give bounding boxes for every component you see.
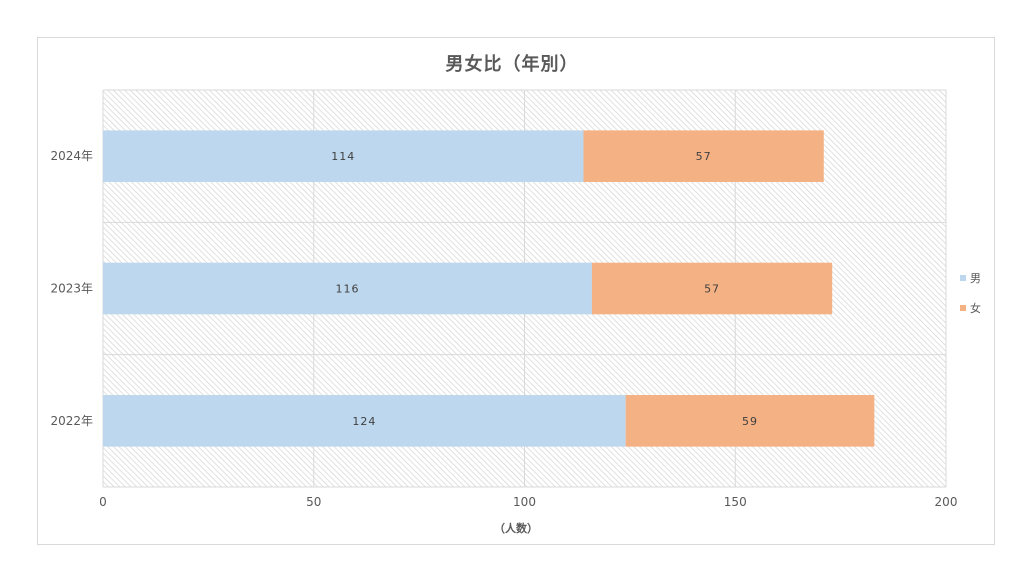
legend-label: 男 [970,272,981,285]
y-tick-label: 2024年 [50,149,93,163]
y-tick-label: 2023年 [50,282,93,296]
data-label: 114 [331,150,355,163]
y-axis-labels: 2022年 2023年 2024年 [50,149,93,428]
bar-女-2024年 [583,130,824,182]
bar-男-2022年 [103,395,626,447]
legend: 男女 [960,272,981,315]
bar-男-2024年 [103,130,584,182]
legend-swatch [960,305,966,311]
x-tick-label: 100 [513,495,536,509]
x-axis-labels: 0 50 100 150 200 [99,495,957,509]
y-tick-label: 2022年 [50,414,93,428]
data-label: 59 [742,415,758,428]
chart-title: 男女比（年別） [446,53,579,75]
x-tick-label: 0 [99,495,107,509]
x-tick-label: 150 [724,495,747,509]
x-tick-label: 200 [935,495,958,509]
bar-男-2023年 [103,262,592,315]
data-label: 57 [704,283,720,296]
data-labels: 124 59 116 57 114 57 [331,150,758,428]
legend-label: 女 [970,301,981,315]
bar-女-2023年 [591,262,833,315]
data-label: 116 [335,283,359,296]
x-axis-title: （人数） [494,521,538,535]
bars [103,130,875,447]
data-label: 124 [352,415,376,428]
x-tick-label: 50 [306,495,321,509]
bar-女-2022年 [625,395,875,447]
legend-swatch [960,275,966,281]
data-label: 57 [696,150,712,163]
